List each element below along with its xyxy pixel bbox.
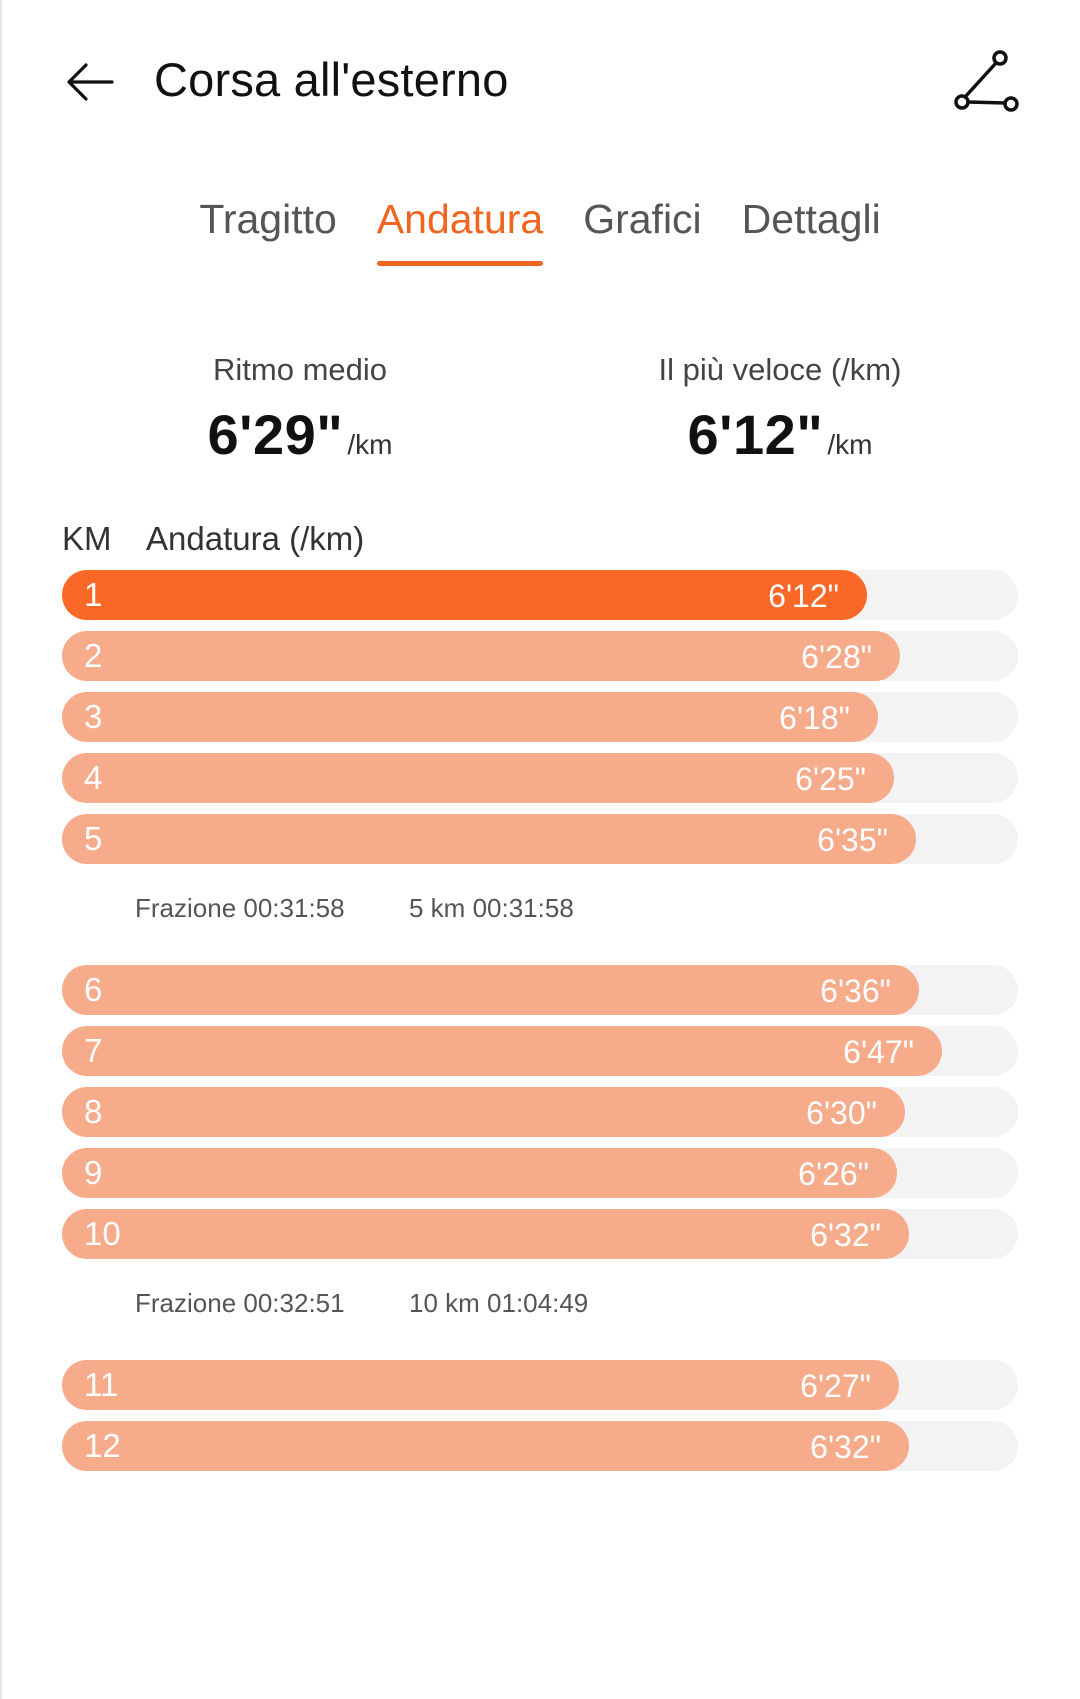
km-number: 2 (84, 637, 103, 674)
km-number: 5 (84, 820, 103, 857)
km-number: 10 (84, 1215, 121, 1252)
fastest-pace-bar (62, 570, 867, 620)
km-number: 11 (84, 1366, 119, 1403)
table-header: KM Andatura (/km) (62, 520, 364, 558)
active-tab-indicator (376, 261, 544, 266)
pace-row: 12 6'32" (0, 1421, 1080, 1471)
pace-value: 6'25" (795, 761, 866, 797)
split-time: Frazione 00:32:51 (135, 1288, 345, 1318)
fastest-pace-stat: Il più veloce (/km) 6'12"/km (570, 352, 990, 467)
pace-bar (62, 1209, 909, 1259)
km-number: 3 (84, 698, 103, 735)
pace-value: 6'27" (800, 1368, 871, 1404)
km-number: 8 (84, 1093, 103, 1130)
cumulative-time: 5 km 00:31:58 (409, 893, 574, 923)
pace-row: 4 6'25" (0, 753, 1080, 803)
pace-bar (62, 631, 900, 681)
fastest-pace-label: Il più veloce (/km) (658, 352, 902, 387)
fastest-pace-value-row: 6'12"/km (570, 402, 990, 467)
pace-bar (62, 753, 894, 803)
cumulative-time: 10 km 01:04:49 (409, 1288, 589, 1318)
pace-bar (62, 1087, 905, 1137)
pace-bar (62, 1026, 942, 1076)
tab-label: Andatura (376, 196, 544, 242)
pace-value: 6'32" (810, 1217, 881, 1253)
pace-value: 6'32" (810, 1429, 881, 1465)
km-number: 4 (84, 759, 103, 796)
screen-edge (0, 0, 2, 1699)
split-time: Frazione 00:31:58 (135, 893, 345, 923)
tab-label: Grafici (583, 196, 702, 242)
average-pace-stat: Ritmo medio 6'29"/km (90, 352, 510, 467)
average-pace-unit: /km (347, 429, 393, 460)
pace-row: 8 6'30" (0, 1087, 1080, 1137)
km-number: 6 (84, 971, 103, 1008)
pace-bar (62, 1148, 897, 1198)
tab-grafici[interactable]: Grafici (583, 196, 701, 266)
km-number: 12 (84, 1427, 121, 1464)
pace-row: 6 6'36" (0, 965, 1080, 1015)
pace-bar-list: 1 6'12" 2 6'28" 3 6'18" 4 6'25" 5 6'35" Frazione 0… (0, 570, 1080, 1482)
tab-dettagli[interactable]: Dettagli (742, 196, 881, 266)
pace-bar (62, 965, 919, 1015)
split-summary: Frazione 00:31:58 5 km 00:31:58 (0, 875, 1080, 949)
fastest-pace-unit: /km (827, 429, 873, 460)
route-icon[interactable] (954, 50, 1020, 112)
pace-value: 6'12" (768, 578, 839, 614)
page-title: Corsa all'esterno (154, 53, 509, 106)
pace-value: 6'30" (806, 1095, 877, 1131)
pace-row: 2 6'28" (0, 631, 1080, 681)
pace-bar (62, 692, 878, 742)
pace-bar (62, 1360, 899, 1410)
km-number: 7 (84, 1032, 103, 1069)
pace-row: 11 6'27" (0, 1360, 1080, 1410)
app-header: Corsa all'esterno (0, 0, 1080, 160)
pace-row: 10 6'32" (0, 1209, 1080, 1259)
km-column-header: KM (62, 520, 112, 557)
pace-value: 6'36" (820, 973, 891, 1009)
tab-bar: Tragitto Andatura Grafici Dettagli (0, 196, 1080, 266)
pace-bar (62, 814, 916, 864)
km-number: 1 (84, 576, 103, 613)
fastest-pace-value: 6'12" (687, 403, 824, 466)
km-number: 9 (84, 1154, 103, 1191)
average-pace-label: Ritmo medio (213, 352, 387, 387)
pace-value: 6'26" (798, 1156, 869, 1192)
pace-value: 6'28" (801, 639, 872, 675)
pace-row: 1 6'12" (0, 570, 1080, 620)
pace-row: 5 6'35" (0, 814, 1080, 864)
pace-row: 3 6'18" (0, 692, 1080, 742)
pace-summary: Ritmo medio 6'29"/km Il più veloce (/km)… (0, 352, 1080, 472)
pace-value: 6'35" (817, 822, 888, 858)
pace-value: 6'47" (843, 1034, 914, 1070)
tab-tragitto[interactable]: Tragitto (199, 196, 336, 266)
pace-row: 7 6'47" (0, 1026, 1080, 1076)
tab-label: Dettagli (741, 196, 881, 242)
pace-column-header: Andatura (/km) (146, 520, 365, 557)
pace-value: 6'18" (779, 700, 850, 736)
average-pace-value-row: 6'29"/km (90, 402, 510, 467)
tab-andatura[interactable]: Andatura (376, 196, 544, 266)
tab-label: Tragitto (199, 196, 337, 242)
pace-row: 9 6'26" (0, 1148, 1080, 1198)
pace-bar (62, 1421, 909, 1471)
back-arrow-icon[interactable] (62, 54, 118, 110)
split-summary: Frazione 00:32:51 10 km 01:04:49 (0, 1270, 1080, 1344)
average-pace-value: 6'29" (207, 403, 344, 466)
